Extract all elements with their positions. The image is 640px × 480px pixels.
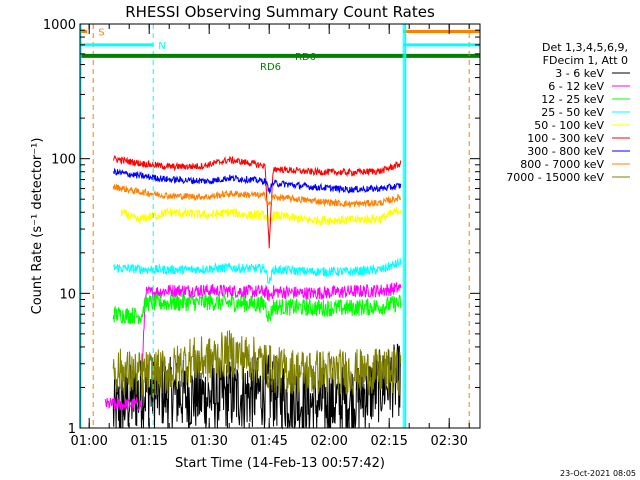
legend-label-1: 6 - 12 keV (548, 80, 604, 93)
annotation-label-0: S (98, 27, 104, 38)
x-tick-label-3: 01:45 (250, 434, 287, 449)
y-tick-label-1: 10 (59, 287, 76, 302)
series-line-5 (113, 155, 402, 249)
series-line-8 (112, 330, 402, 397)
annotation-label-1: N (158, 41, 165, 52)
legend: Det 1,3,4,5,6,9,FDecim 1, Att 03 - 6 keV… (506, 41, 630, 184)
chart-title: RHESSI Observing Summary Count Rates (125, 3, 435, 21)
series-line-2 (112, 293, 402, 325)
series-line-4 (120, 207, 402, 226)
series-layer (104, 155, 402, 430)
series-line-3 (113, 257, 402, 285)
y-axis-label: Count Rate (s⁻¹ detector⁻¹) (30, 138, 45, 315)
annotation-label-2: RD6 (295, 52, 316, 63)
legend-label-8: 7000 - 15000 keV (506, 171, 604, 184)
legend-label-7: 800 - 7000 keV (520, 158, 604, 171)
x-tick-label-4: 02:00 (310, 434, 347, 449)
x-tick-label-1: 01:15 (130, 434, 167, 449)
plot-frame (79, 23, 481, 429)
y-tick-label-3: 1000 (43, 18, 76, 33)
legend-label-0: 3 - 6 keV (555, 67, 604, 80)
legend-label-6: 300 - 800 keV (527, 145, 604, 158)
y-tick-label-0: 1 (68, 422, 76, 437)
annotation-layer: S N RD6 RD6 (80, 24, 480, 428)
series-line-6 (112, 167, 402, 195)
footer-timestamp: 23-Oct-2021 08:05 (560, 469, 636, 478)
legend-label-3: 25 - 50 keV (541, 106, 604, 119)
y-tick-label-2: 100 (51, 153, 76, 168)
x-tick-label-5: 02:15 (370, 434, 407, 449)
legend-label-4: 50 - 100 keV (534, 119, 604, 132)
series-line-7 (112, 184, 402, 209)
legend-label-2: 12 - 25 keV (541, 93, 604, 106)
legend-header-1: FDecim 1, Att 0 (543, 54, 628, 67)
legend-header-0: Det 1,3,4,5,6,9, (542, 41, 628, 54)
x-tick-label-6: 02:30 (430, 434, 467, 449)
x-axis-label: Start Time (14-Feb-13 00:57:42) (175, 456, 385, 471)
x-tick-label-2: 01:30 (190, 434, 227, 449)
annotation-label-3: RD6 (260, 62, 281, 73)
axis-layer: 01:00 01:15 01:30 01:45 02:00 02:15 02:30 1 10 10… (43, 18, 480, 449)
legend-label-5: 100 - 300 keV (527, 132, 604, 145)
x-tick-label-0: 01:00 (70, 434, 107, 449)
